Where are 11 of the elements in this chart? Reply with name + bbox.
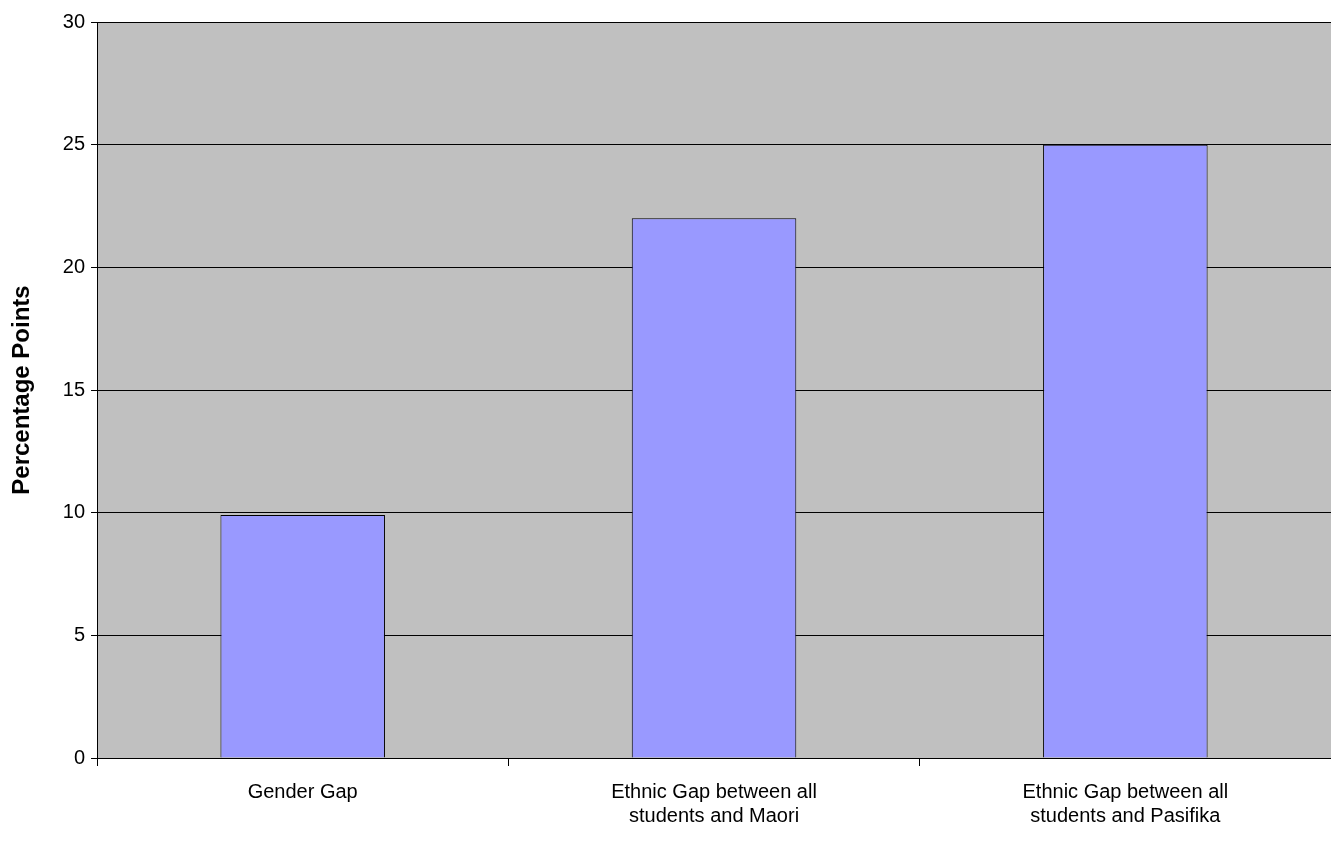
x-tick-label: Ethnic Gap between all students and Maori (611, 779, 817, 826)
y-tick-label: 15 (62, 377, 86, 400)
y-tick-label: 5 (73, 622, 86, 645)
y-tick-label: 0 (73, 745, 86, 768)
x-tick-label: Gender Gap (247, 779, 358, 802)
y-tick-label: 25 (62, 132, 86, 155)
y-tick-label: 30 (62, 9, 86, 32)
y-tick-label: 10 (62, 500, 86, 523)
x-tick-label: Ethnic Gap between all students and Pasifika (1022, 779, 1229, 826)
y-axis-title: Percentage Points (7, 285, 35, 495)
y-tick-label: 20 (62, 254, 86, 277)
